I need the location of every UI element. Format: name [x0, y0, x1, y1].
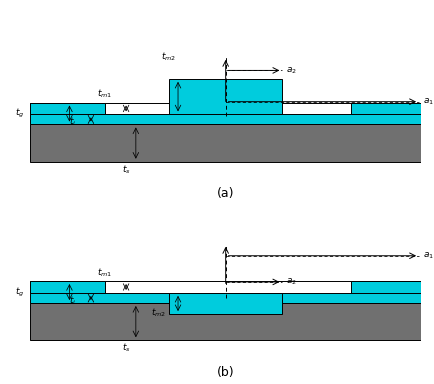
Bar: [30, 124, 421, 162]
Text: $a_2$: $a_2$: [286, 277, 297, 287]
Text: $t_s$: $t_s$: [122, 163, 131, 175]
Text: (b): (b): [217, 366, 234, 379]
Bar: [105, 281, 351, 293]
Bar: [351, 103, 421, 114]
Bar: [30, 293, 421, 303]
Bar: [169, 79, 282, 114]
Bar: [30, 281, 105, 293]
Bar: [30, 303, 421, 340]
Bar: [30, 103, 105, 114]
Text: $t_i$: $t_i$: [69, 116, 77, 128]
Text: $t_{m2}$: $t_{m2}$: [151, 307, 167, 319]
Text: $t_{m1}$: $t_{m1}$: [97, 266, 112, 279]
Text: $t_s$: $t_s$: [122, 342, 131, 354]
Text: (a): (a): [217, 187, 234, 200]
Text: $t_{m1}$: $t_{m1}$: [97, 88, 112, 100]
Bar: [169, 293, 282, 314]
Text: $t_i$: $t_i$: [69, 294, 77, 307]
Bar: [30, 114, 421, 124]
Bar: [105, 103, 351, 114]
Text: $a_1$: $a_1$: [423, 250, 434, 261]
Text: $t_g$: $t_g$: [15, 107, 24, 120]
Text: $a_1$: $a_1$: [423, 96, 434, 107]
Bar: [351, 281, 421, 293]
Bar: [30, 281, 421, 293]
Text: $t_{m2}$: $t_{m2}$: [161, 51, 176, 63]
Text: $a_2$: $a_2$: [286, 65, 297, 76]
Text: $t_g$: $t_g$: [15, 286, 24, 299]
Bar: [30, 103, 421, 114]
